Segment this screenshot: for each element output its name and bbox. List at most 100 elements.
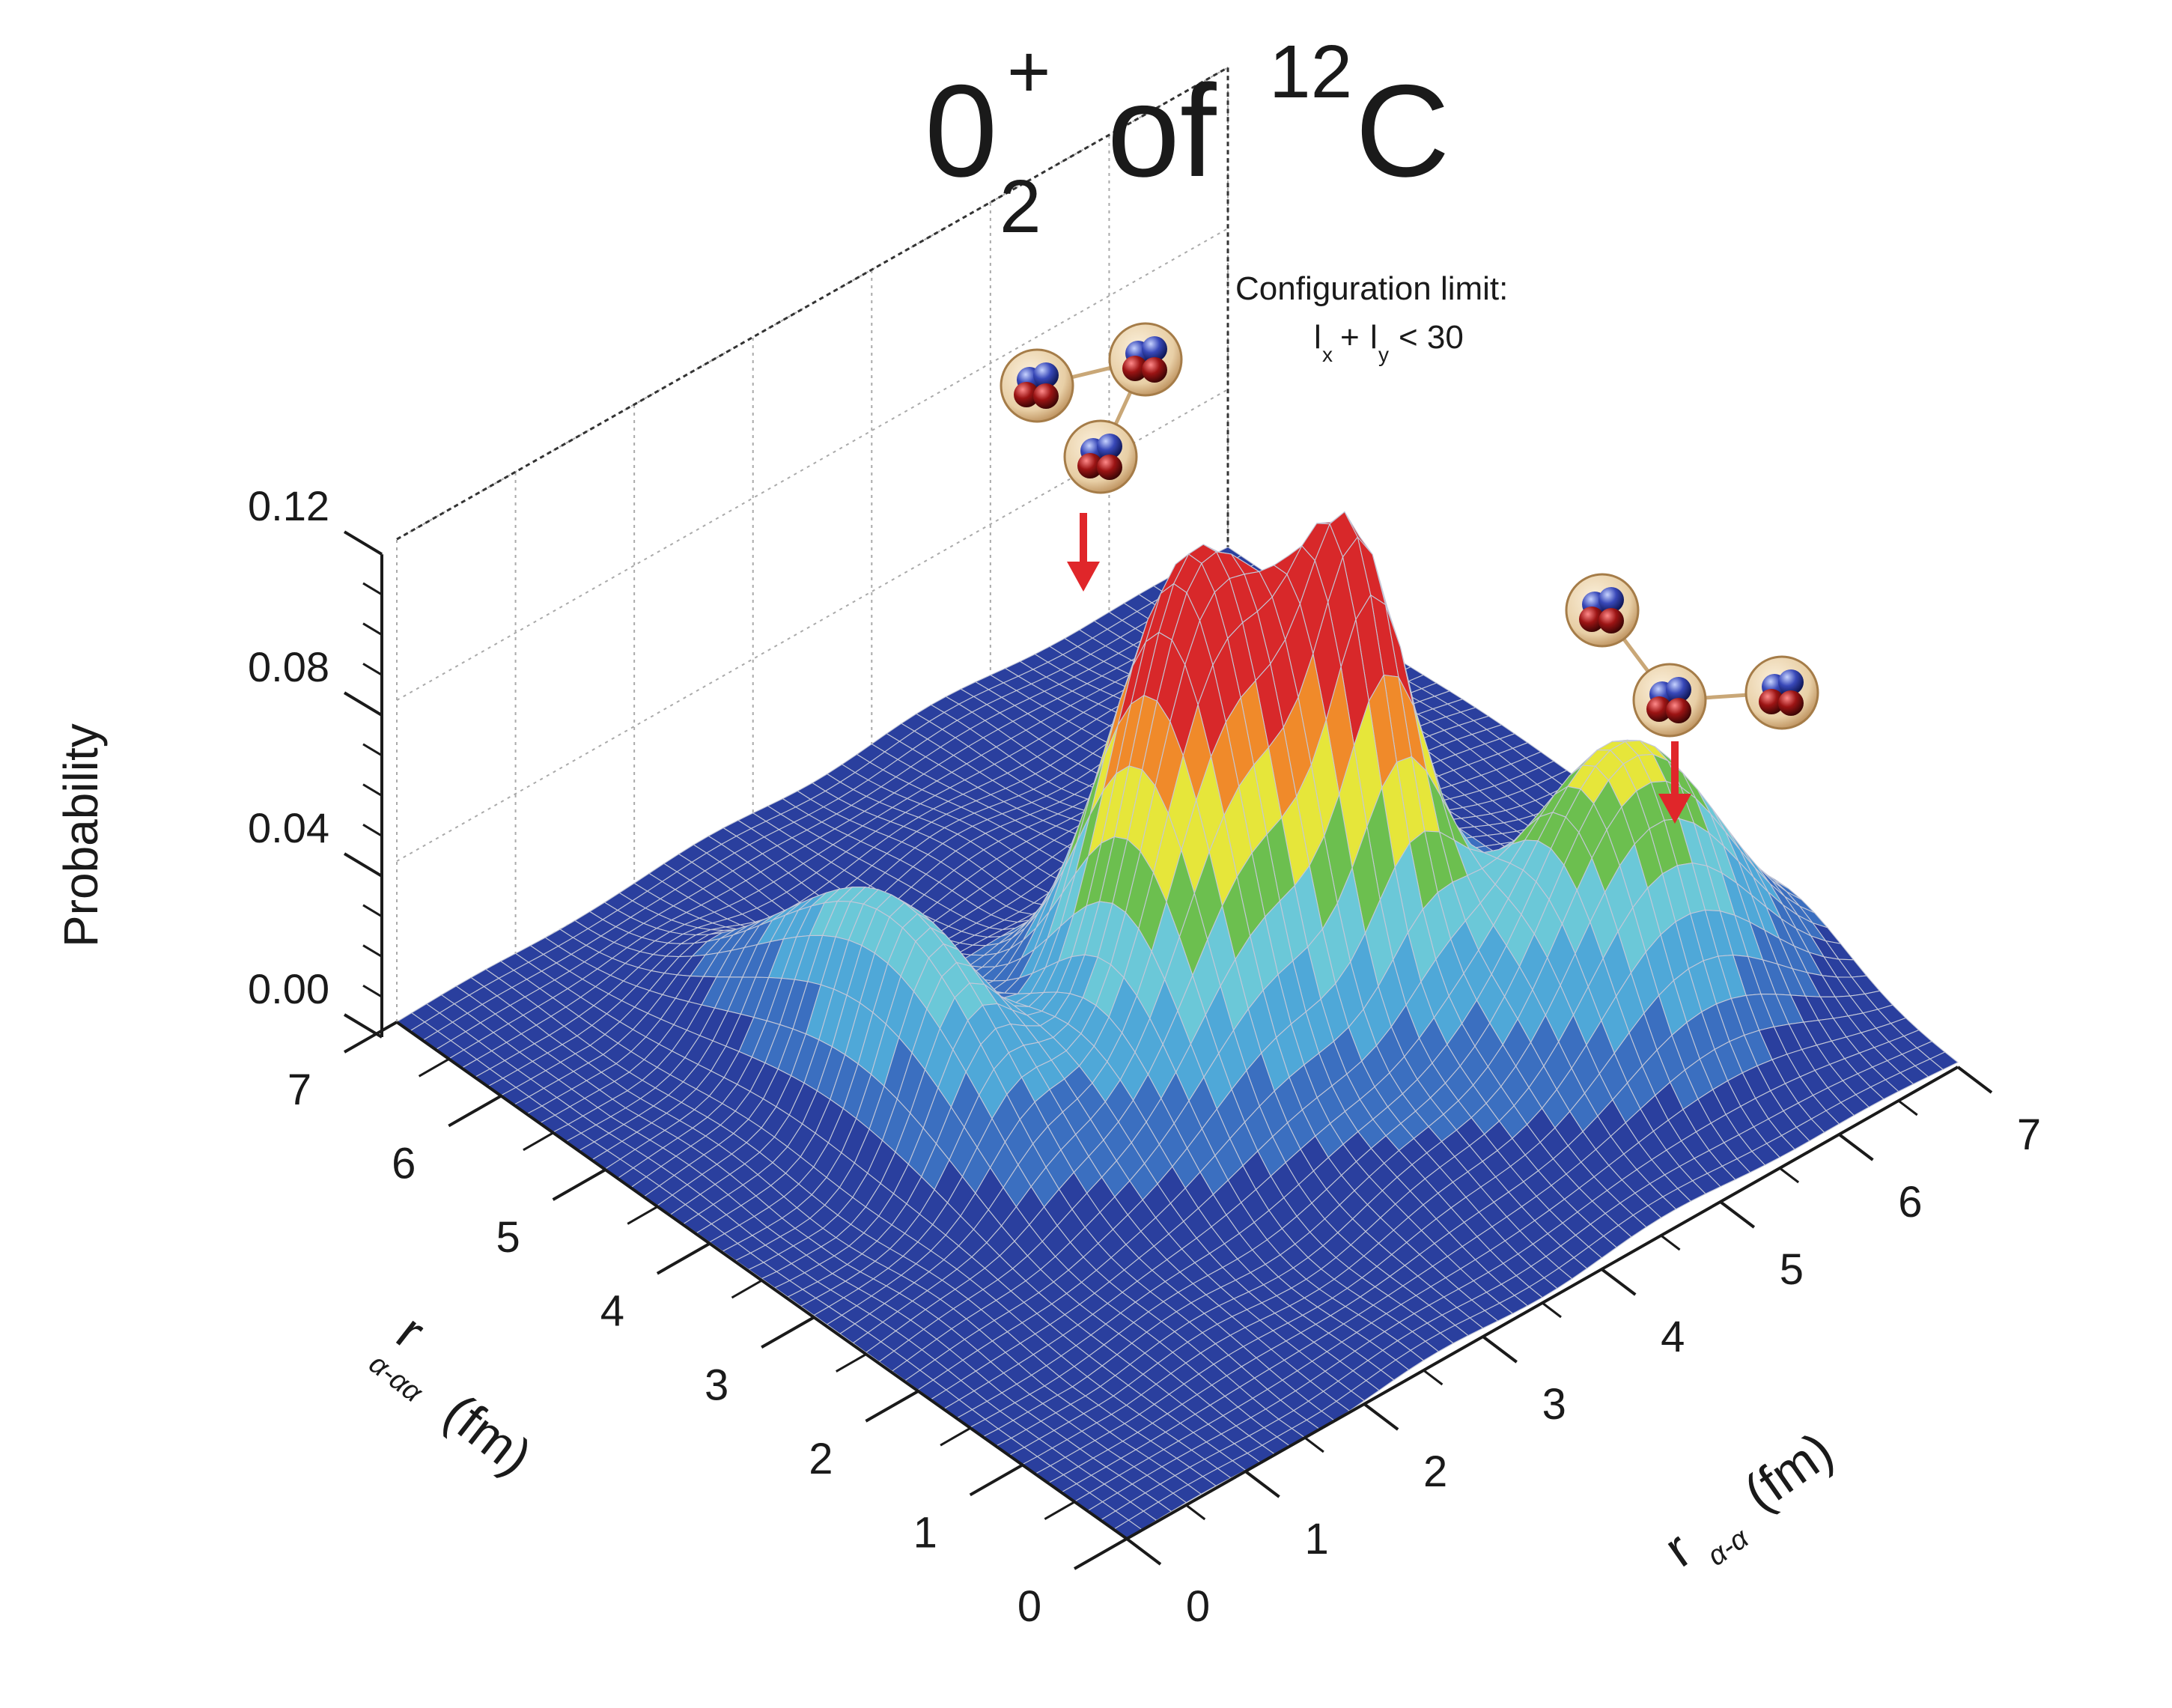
x-tick xyxy=(1363,1402,1399,1431)
z-minor-tick xyxy=(362,622,383,636)
annotation-l1: l xyxy=(1314,319,1321,356)
z-minor-tick xyxy=(362,582,383,596)
y-tick-label: 2 xyxy=(809,1435,833,1483)
alpha-particle-icon xyxy=(1063,419,1138,494)
x-tick xyxy=(1244,1470,1280,1498)
y-minor-tick xyxy=(731,1279,763,1299)
title-mass-number: 12 xyxy=(1269,30,1352,114)
y-tick-label: 0 xyxy=(1017,1582,1041,1631)
x-tick-label: 1 xyxy=(1304,1515,1328,1563)
y-tick xyxy=(865,1390,919,1423)
x-minor-tick xyxy=(1423,1369,1444,1386)
title-main: 0 xyxy=(925,58,997,204)
annotation-l1-sub: x xyxy=(1322,343,1333,366)
z-tick xyxy=(343,852,383,878)
y-minor-tick xyxy=(523,1131,554,1152)
x-minor-tick xyxy=(1897,1099,1918,1116)
x-tick-label: 3 xyxy=(1542,1380,1566,1429)
x-minor-tick xyxy=(1185,1504,1206,1521)
x-minor-tick xyxy=(1660,1234,1681,1251)
alpha-cluster-illustrations xyxy=(1000,322,1819,824)
annotation-l2: l xyxy=(1370,319,1378,356)
y-tick-label: 5 xyxy=(496,1213,520,1262)
z-tick xyxy=(343,1013,383,1039)
alpha-particle-icon xyxy=(1744,655,1819,730)
z-minor-tick xyxy=(362,783,383,797)
y-minor-tick xyxy=(940,1426,971,1447)
y-tick xyxy=(552,1168,606,1201)
x-tick-label: 0 xyxy=(1186,1582,1210,1631)
y-axis-label-unit: (fm) xyxy=(434,1383,543,1486)
x-tick-label: 4 xyxy=(1661,1313,1685,1361)
z-axis-label: Probability xyxy=(54,723,108,947)
z-tick-label: 0.08 xyxy=(248,643,329,690)
y-tick-label: 7 xyxy=(288,1066,311,1114)
z-minor-tick xyxy=(362,663,383,676)
axes: 0 1 2 3 4 5 6 7 0 1 2 3 4 5 6 7 0.00 0.04 0.08 0.12 xyxy=(248,482,2041,1631)
x-tick-label: 5 xyxy=(1780,1245,1804,1294)
alpha-particle-icon xyxy=(1000,348,1074,423)
title-element: C xyxy=(1355,58,1449,204)
red-arrow-icon xyxy=(1658,741,1691,824)
annotation-line1: Configuration limit: xyxy=(1235,270,1508,307)
x-tick-label: 2 xyxy=(1423,1447,1447,1496)
x-minor-tick xyxy=(1303,1436,1324,1453)
z-minor-tick xyxy=(362,944,383,958)
y-tick-label: 4 xyxy=(600,1287,624,1336)
z-minor-tick xyxy=(362,904,383,918)
x-tick xyxy=(1125,1537,1162,1566)
back-wall-grid-line xyxy=(396,228,1229,702)
x-tick xyxy=(1482,1335,1518,1364)
alpha-particle-icon xyxy=(1565,573,1640,648)
y-tick xyxy=(656,1242,711,1275)
y-tick-label: 6 xyxy=(392,1140,416,1188)
y-axis-label: r α-αα (fm) xyxy=(363,1303,543,1486)
back-wall-top-edge xyxy=(396,66,1229,541)
y-tick xyxy=(448,1094,502,1128)
annotation-plus: + xyxy=(1340,319,1360,356)
y-axis-label-sub: α-αα xyxy=(363,1348,429,1409)
y-minor-tick xyxy=(627,1206,658,1225)
y-minor-tick xyxy=(836,1353,867,1373)
red-arrow-icon xyxy=(1067,513,1100,592)
y-tick xyxy=(969,1463,1023,1497)
x-minor-tick xyxy=(1542,1301,1562,1319)
configuration-annotation: Configuration limit: l x + l y < 30 xyxy=(1235,270,1508,366)
y-tick xyxy=(344,1021,398,1054)
x-axis-label-sub: α-α xyxy=(1702,1522,1755,1572)
z-tick-label: 0.00 xyxy=(248,965,329,1012)
alpha-particle-icon xyxy=(1108,322,1183,397)
x-axis-label: r α-α (fm) xyxy=(1654,1420,1843,1578)
x-tick xyxy=(1601,1268,1637,1296)
x-minor-tick xyxy=(1779,1167,1800,1184)
z-tick xyxy=(343,691,383,717)
y-tick-label: 3 xyxy=(705,1361,728,1409)
y-axis-label-main: r xyxy=(386,1303,436,1360)
x-tick-label: 6 xyxy=(1898,1178,1922,1227)
alpha-particle-icon xyxy=(1632,663,1707,738)
annotation-l2-sub: y xyxy=(1378,343,1389,366)
z-minor-tick xyxy=(362,743,383,757)
title-sub: 2 xyxy=(1000,165,1041,249)
annotation-rest: < 30 xyxy=(1399,319,1464,356)
title-middle: of xyxy=(1071,58,1253,204)
y-tick-label: 1 xyxy=(913,1508,937,1557)
y-minor-tick xyxy=(418,1057,450,1078)
z-tick xyxy=(343,530,383,556)
probability-surface xyxy=(395,511,1959,1540)
z-minor-tick xyxy=(362,984,383,998)
z-tick-label: 0.12 xyxy=(248,482,329,529)
y-tick xyxy=(1074,1537,1128,1570)
z-tick-label: 0.04 xyxy=(248,804,329,851)
y-tick xyxy=(761,1316,815,1349)
z-minor-tick xyxy=(362,824,383,837)
x-tick xyxy=(1838,1133,1874,1161)
x-tick-label: 7 xyxy=(2017,1110,2041,1159)
x-axis-label-unit: (fm) xyxy=(1733,1420,1843,1522)
y-minor-tick xyxy=(1044,1501,1076,1521)
x-tick xyxy=(1719,1200,1756,1229)
chart-title: 0 + 2 of 12 C xyxy=(925,30,1449,249)
title-sup: + xyxy=(1007,30,1050,114)
x-tick xyxy=(1956,1066,1993,1094)
